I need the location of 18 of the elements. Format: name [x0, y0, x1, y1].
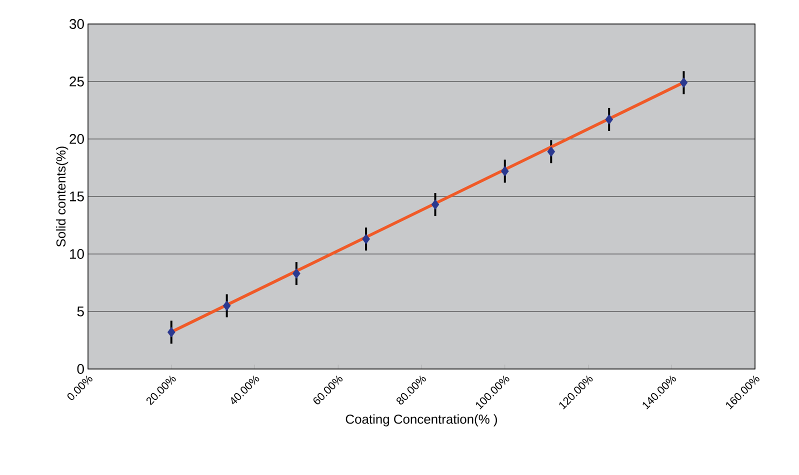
point [292, 268, 300, 279]
point [222, 300, 231, 311]
point [680, 77, 688, 88]
y-tick-label: 10 [70, 249, 84, 259]
y-axis-title: Solid contents(%) [56, 146, 68, 247]
y-tick-label: 25 [70, 76, 84, 86]
point [547, 146, 556, 157]
y-tick-label: 5 [77, 306, 84, 316]
point [431, 199, 440, 210]
y-tick-label: 20 [70, 134, 84, 144]
x-axis-title: Coating Concentration(% ) [346, 414, 497, 426]
y-tick-label: 0 [77, 364, 84, 374]
point [605, 114, 614, 125]
y-tick-label: 30 [70, 19, 84, 29]
point [167, 327, 176, 338]
point [500, 166, 509, 176]
point [362, 234, 370, 244]
y-tick-label: 15 [70, 192, 84, 202]
